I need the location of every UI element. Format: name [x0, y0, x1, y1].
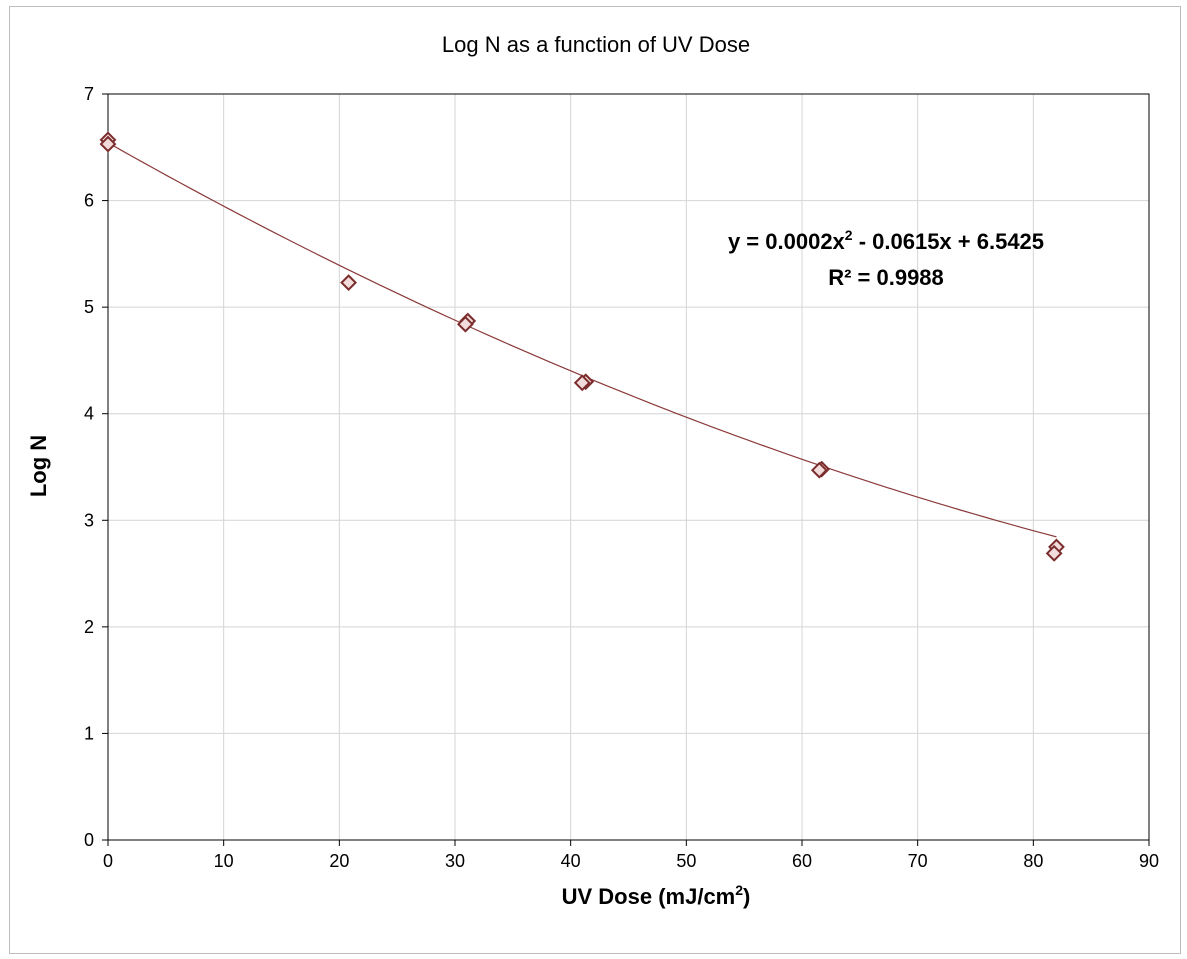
plot-area-border — [107, 93, 1150, 841]
x-tick-label: 30 — [445, 851, 465, 871]
data-point-marker — [456, 315, 474, 333]
trendline-equation: y = 0.0002x2 - 0.0615x + 6.5425 — [728, 227, 1044, 254]
tick-layer: 0 10 20 30 40 50 60 70 80 90 0 1 2 3 4 5 6 7 — [84, 84, 1159, 871]
r-squared-label: R² = 0.9988 — [828, 265, 944, 290]
data-point-marker — [99, 135, 117, 153]
data-point-marker — [810, 461, 828, 479]
x-tick-label: 20 — [329, 851, 349, 871]
y-tick-label: 7 — [84, 84, 94, 104]
data-point-marker — [573, 374, 591, 392]
x-tick-label: 90 — [1139, 851, 1159, 871]
x-axis-title: UV Dose (mJ/cm2) — [562, 882, 751, 909]
x-tick-label: 40 — [561, 851, 581, 871]
marker-layer — [99, 131, 1065, 562]
equation-prefix: y = 0.0002x — [728, 229, 846, 254]
equation-suffix: - 0.0615x + 6.5425 — [853, 229, 1044, 254]
y-tick-label: 6 — [84, 191, 94, 211]
x-axis-title-suffix: ) — [743, 884, 750, 909]
chart-title: Log N as a function of UV Dose — [442, 32, 750, 57]
x-axis-title-main: UV Dose (mJ/cm — [562, 884, 736, 909]
x-tick-label: 80 — [1023, 851, 1043, 871]
y-tick-label: 3 — [84, 510, 94, 530]
grid-layer — [108, 94, 1149, 840]
y-axis-title: Log N — [26, 435, 51, 497]
data-point-marker — [340, 274, 358, 292]
y-tick-label: 0 — [84, 830, 94, 850]
y-tick-label: 5 — [84, 297, 94, 317]
x-tick-label: 70 — [908, 851, 928, 871]
equation-exponent: 2 — [845, 227, 853, 243]
y-tick-label: 1 — [84, 723, 94, 743]
x-axis-title-exponent: 2 — [735, 882, 743, 898]
x-tick-label: 0 — [103, 851, 113, 871]
x-tick-label: 50 — [676, 851, 696, 871]
y-tick-label: 2 — [84, 617, 94, 637]
chart-frame — [9, 6, 1181, 954]
trendline — [107, 142, 1057, 538]
data-point-marker — [1045, 544, 1063, 562]
x-tick-label: 10 — [214, 851, 234, 871]
y-tick-label: 4 — [84, 404, 94, 424]
x-tick-label: 60 — [792, 851, 812, 871]
